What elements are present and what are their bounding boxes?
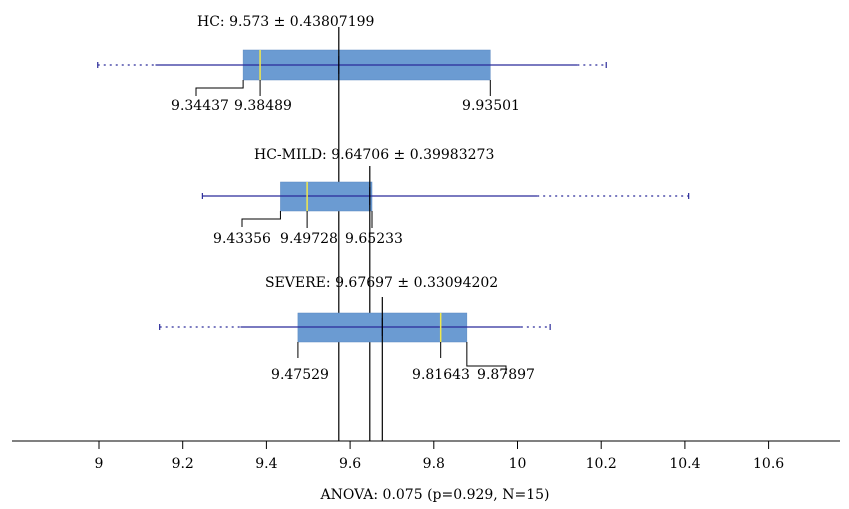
value-label: 9.87897 <box>477 367 535 383</box>
x-tick-label: 9.6 <box>339 456 361 472</box>
value-label: 9.34437 <box>171 98 229 114</box>
boxplot-groups: HC: 9.573 ± 0.43807199 9.34437 9.38489 9.93… <box>97 14 690 441</box>
value-label: 9.38489 <box>234 98 292 114</box>
value-label: 9.65233 <box>345 231 403 247</box>
box-group-severe: SEVERE: 9.67697 ± 0.33094202 9.47529 9.816… <box>159 275 551 441</box>
value-leader <box>466 342 507 374</box>
value-label: 9.43356 <box>213 231 271 247</box>
value-label: 9.93501 <box>462 98 520 114</box>
value-leader <box>195 80 244 96</box>
x-tick-label: 9.8 <box>423 456 445 472</box>
x-tick-label: 10.4 <box>669 456 700 472</box>
group-header: HC: 9.573 ± 0.43807199 <box>197 14 374 30</box>
x-axis: 9 9.2 9.4 9.6 9.8 10 10.2 10.4 10.6 <box>12 440 840 472</box>
x-tick-label: 9.4 <box>255 456 277 472</box>
value-label: 9.49728 <box>280 231 338 247</box>
box-group-hc: HC: 9.573 ± 0.43807199 9.34437 9.38489 9.93… <box>97 14 607 441</box>
x-tick-label: 9.2 <box>172 456 194 472</box>
value-label: 9.81643 <box>412 367 470 383</box>
x-tick-label: 10.2 <box>586 456 617 472</box>
x-tick-label: 10.6 <box>753 456 784 472</box>
group-header: HC-MILD: 9.64706 ± 0.39983273 <box>254 147 494 163</box>
x-axis-label: ANOVA: 0.075 (p=0.929, N=15) <box>320 487 550 503</box>
box-group-hc-mild: HC-MILD: 9.64706 ± 0.39983273 9.43356 9.49… <box>201 147 690 441</box>
value-label: 9.47529 <box>271 367 329 383</box>
x-tick-label: 10 <box>509 456 527 472</box>
value-leader <box>241 211 281 227</box>
group-header: SEVERE: 9.67697 ± 0.33094202 <box>265 275 498 291</box>
x-tick-label: 9 <box>95 456 104 472</box>
